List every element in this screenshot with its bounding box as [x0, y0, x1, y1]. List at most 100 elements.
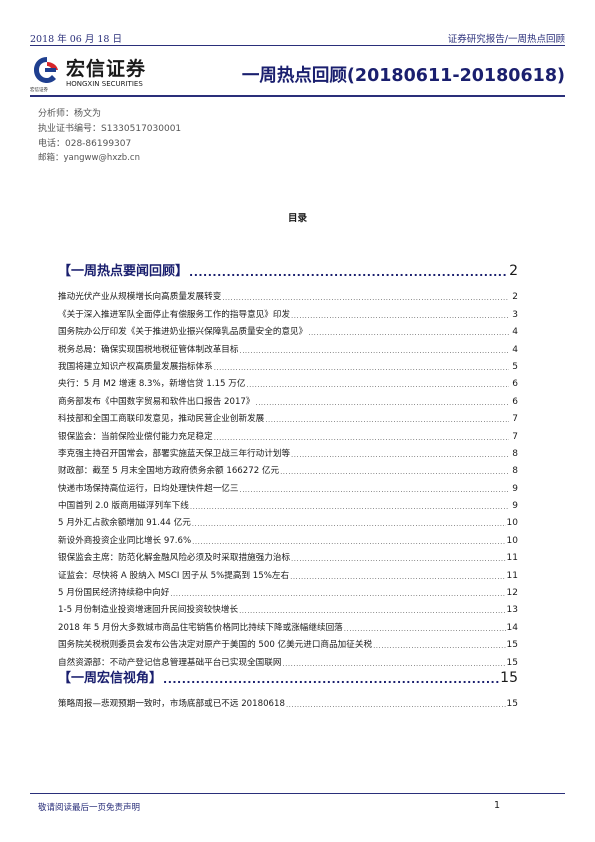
toc-leader [246, 381, 509, 389]
toc-leader [291, 451, 509, 459]
toc-page-number: 14 [506, 622, 518, 633]
report-title: 一周热点回顾(20180611-20180618) [241, 66, 565, 86]
toc-leader [222, 294, 509, 302]
toc-entry-title: 商务部发布《中国数字贸易和软件出口报告 2017》 [58, 396, 255, 407]
toc-leader [239, 347, 509, 355]
toc-leader [291, 555, 506, 563]
toc-entry[interactable]: 5 月份国民经济持续稳中向好 12 [58, 581, 518, 598]
footer-divider [30, 793, 565, 794]
toc-entry-title: 5 月外汇占款余额增加 91.44 亿元 [58, 518, 191, 529]
toc-leader [214, 434, 509, 442]
toc-entry-title: 李克强主持召开国常会，部署实施蓝天保卫战三年行动计划等 [58, 448, 291, 459]
analyst-name: 分析师：杨文为 [38, 109, 102, 119]
toc-leader [344, 625, 506, 633]
toc-entry[interactable]: 财政部：截至 5 月末全国地方政府债务余额 166272 亿元 8 [58, 459, 518, 476]
toc-entry[interactable]: 新设外商投资企业同比增长 97.6% 10 [58, 528, 518, 546]
toc-entry[interactable]: 国务院关税税则委员会发布公告决定对原产于美国的 500 亿美元进口商品加征关税 1… [58, 633, 518, 650]
toc-section-title[interactable]: 【一周热点要闻回顾】 2 [58, 259, 518, 279]
toc-entry[interactable]: 《关于深入推进军队全面停止有偿服务工作的指导意见》印发 3 [58, 302, 518, 320]
toc-page-number: 13 [506, 605, 518, 616]
title-divider [30, 95, 565, 97]
toc-entry[interactable]: 证监会：尽快将 A 股纳入 MSCI 因子从 5%提高到 15%左右 11 [58, 563, 518, 581]
analyst-phone: 电话：028-86199307 [38, 138, 132, 149]
toc-leader [280, 468, 509, 476]
toc-section-label: 【一周宏信视角】 [58, 671, 163, 686]
toc-leader [308, 329, 509, 337]
toc-entry[interactable]: 推动光伏产业从规模增长向高质量发展转变 2 [58, 285, 518, 302]
toc-page-number: 2 [512, 292, 518, 303]
toc-entry-title: 5 月份国民经济持续稳中向好 [58, 588, 170, 599]
toc-page-number: 8 [512, 466, 518, 477]
toc-entry[interactable]: 商务部发布《中国数字贸易和软件出口报告 2017》 6 [58, 389, 518, 407]
toc-section-perspective: 【一周宏信视角】 15 策略周报—悲观预期一致时，市场底部或已不远 201806… [58, 666, 518, 709]
footer-disclaimer: 敬请阅读最后一页免责声明 [38, 803, 141, 813]
toc-entry[interactable]: 5 月外汇占款余额增加 91.44 亿元 10 [58, 511, 518, 528]
toc-heading: 目录 [287, 213, 307, 224]
toc-leader [239, 486, 509, 494]
toc-entry-title: 新设外商投资企业同比增长 97.6% [58, 535, 192, 546]
toc-page-number: 4 [512, 327, 518, 338]
toc-entry[interactable]: 2018 年 5 月份大多数城市商品住宅销售价格同比持续下降或涨幅继续回落 14 [58, 615, 518, 633]
toc-entry-title: 银保监会主席：防范化解金融风险必须及时采取措施强力治标 [58, 553, 291, 564]
toc-page-number: 4 [512, 344, 518, 355]
toc-page-number: 15 [506, 640, 518, 651]
toc-page-number: 7 [512, 431, 518, 442]
toc-entry[interactable]: 科技部和全国工商联印发意见，推动民营企业创新发展 7 [58, 407, 518, 424]
toc-entry[interactable]: 国务院办公厅印发《关于推进奶业振兴保障乳品质量安全的意见》 4 [58, 320, 518, 337]
logo-tiny-text: 宏信证券 [30, 88, 48, 93]
toc-entry-title: 1-5 月份制造业投资增速回升民间投资较快增长 [58, 605, 239, 616]
toc-entry-title: 央行：5 月 M2 增速 8.3%，新增信贷 1.15 万亿 [58, 379, 246, 390]
toc-page-number: 15 [506, 657, 518, 668]
toc-page-number: 5 [512, 361, 518, 372]
toc-page-number: 15 [506, 699, 518, 710]
toc-leader [192, 520, 506, 528]
toc-leader [239, 607, 505, 615]
toc-leader [214, 364, 509, 372]
toc-leader [170, 590, 505, 598]
analyst-license: 执业证书编号：S1330517030001 [38, 123, 182, 134]
toc-entry[interactable]: 央行：5 月 M2 增速 8.3%，新增信贷 1.15 万亿 6 [58, 372, 518, 389]
toc-page-number: 11 [506, 553, 518, 564]
toc-entry-title: 2018 年 5 月份大多数城市商品住宅销售价格同比持续下降或涨幅继续回落 [58, 622, 343, 633]
toc-entry-title: 科技部和全国工商联印发意见，推动民营企业创新发展 [58, 414, 265, 425]
toc-entry-title: 我国将建立知识产权高质量发展指标体系 [58, 361, 213, 372]
toc-entry[interactable]: 李克强主持召开国常会，部署实施蓝天保卫战三年行动计划等 8 [58, 442, 518, 459]
toc-page-number: 6 [512, 396, 518, 407]
toc-entry[interactable]: 快递市场保持高位运行，日均处理快件超一亿三 9 [58, 476, 518, 494]
toc-page-number: 10 [506, 518, 518, 529]
toc-page-number: 3 [512, 309, 518, 320]
report-date: 2018 年 06 月 18 日 [30, 34, 122, 45]
toc-entry[interactable]: 中国首列 2.0 版商用磁浮列车下线 9 [58, 494, 518, 511]
toc-entry[interactable]: 策略周报—悲观预期一致时，市场底部或已不远 20180618 15 [58, 692, 518, 709]
toc-page-number: 15 [500, 670, 518, 686]
toc-entry-title: 快递市场保持高位运行，日均处理快件超一亿三 [58, 483, 239, 494]
toc-leader [192, 538, 505, 546]
toc-leader [291, 312, 509, 320]
toc-entry-title: 财政部：截至 5 月末全国地方政府债务余额 166272 亿元 [58, 466, 280, 477]
toc-entry-title: 银保监会：当前保险业偿付能力充足稳定 [58, 431, 213, 442]
toc-page-number: 9 [512, 483, 518, 494]
company-logo: 宏信证券 HONGXIN SECURITIES 宏信证券 [30, 53, 170, 95]
toc-leader [286, 701, 506, 709]
analyst-email[interactable]: 邮箱：yangww@hxzb.cn [38, 153, 140, 164]
toc-entry[interactable]: 税务总局：确保实现国税地税征管体制改革目标 4 [58, 337, 518, 355]
toc-entry[interactable]: 1-5 月份制造业投资增速回升民间投资较快增长 13 [58, 598, 518, 615]
analyst-info: 分析师：杨文为 执业证书编号：S1330517030001 电话：028-861… [38, 107, 181, 166]
toc-entry[interactable]: 我国将建立知识产权高质量发展指标体系 5 [58, 355, 518, 372]
logo-name-cn: 宏信证券 [66, 58, 147, 80]
toc-page-number: 8 [512, 448, 518, 459]
toc-entry[interactable]: 银保监会主席：防范化解金融风险必须及时采取措施强力治标 11 [58, 546, 518, 563]
toc-entry-title: 国务院关税税则委员会发布公告决定对原产于美国的 500 亿美元进口商品加征关税 [58, 640, 373, 651]
footer-page-number: 1 [494, 800, 501, 811]
toc-leader [163, 673, 499, 686]
toc-page-number: 2 [509, 263, 518, 279]
toc-entry-title: 策略周报—悲观预期一致时，市场底部或已不远 20180618 [58, 699, 285, 710]
toc-entry[interactable]: 银保监会：当前保险业偿付能力充足稳定 7 [58, 424, 518, 442]
toc-entry[interactable]: 自然资源部：不动产登记信息管理基础平台已实现全国联网 15 [58, 650, 518, 668]
toc-leader [189, 266, 508, 279]
toc-entry-title: 《关于深入推进军队全面停止有偿服务工作的指导意见》印发 [58, 309, 291, 320]
toc-page-number: 10 [506, 535, 518, 546]
toc-entry-title: 税务总局：确保实现国税地税征管体制改革目标 [58, 344, 239, 355]
toc-section-title[interactable]: 【一周宏信视角】 15 [58, 666, 518, 686]
toc-leader [255, 399, 509, 407]
